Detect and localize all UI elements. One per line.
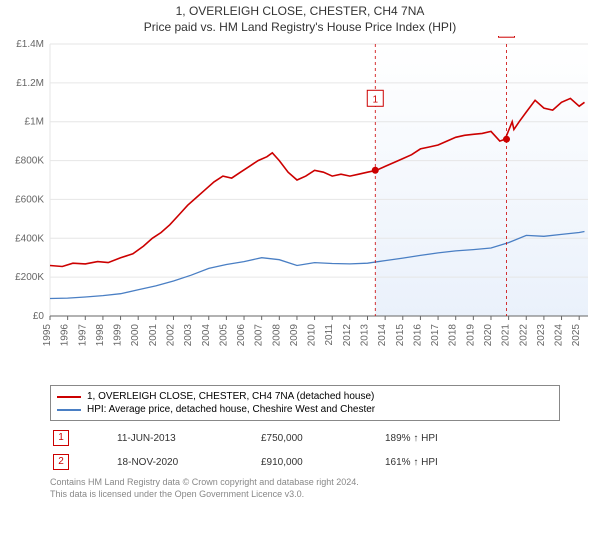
marker-date: 18-NOV-2020: [116, 451, 258, 473]
legend-swatch: [57, 396, 81, 398]
svg-text:2014: 2014: [377, 324, 388, 347]
marker-pct: 189% ↑ HPI: [384, 427, 506, 449]
svg-text:2002: 2002: [165, 324, 176, 347]
marker-date: 11-JUN-2013: [116, 427, 258, 449]
svg-text:2022: 2022: [518, 324, 529, 347]
legend-label: HPI: Average price, detached house, Ches…: [87, 404, 375, 415]
legend: 1, OVERLEIGH CLOSE, CHESTER, CH4 7NA (de…: [50, 385, 560, 421]
svg-text:2020: 2020: [483, 324, 494, 347]
svg-text:2001: 2001: [148, 324, 159, 347]
marker-number-box: 1: [53, 430, 69, 446]
svg-text:£0: £0: [33, 311, 45, 322]
svg-text:2017: 2017: [430, 324, 441, 347]
svg-text:2000: 2000: [130, 324, 141, 347]
title-address: 1, OVERLEIGH CLOSE, CHESTER, CH4 7NA: [0, 4, 600, 18]
svg-text:2023: 2023: [536, 324, 547, 347]
marker-price: £910,000: [260, 451, 382, 473]
svg-text:1997: 1997: [77, 324, 88, 347]
svg-text:£200K: £200K: [15, 272, 44, 283]
titles: 1, OVERLEIGH CLOSE, CHESTER, CH4 7NA Pri…: [0, 0, 600, 36]
svg-text:£600K: £600K: [15, 194, 44, 205]
svg-text:2004: 2004: [201, 324, 212, 347]
chart-container: 1, OVERLEIGH CLOSE, CHESTER, CH4 7NA Pri…: [0, 0, 600, 500]
title-subtitle: Price paid vs. HM Land Registry's House …: [0, 20, 600, 34]
svg-text:2010: 2010: [307, 324, 318, 347]
svg-text:£1M: £1M: [25, 117, 44, 128]
svg-text:2015: 2015: [395, 324, 406, 347]
svg-text:2019: 2019: [465, 324, 476, 347]
svg-text:2013: 2013: [360, 324, 371, 347]
legend-swatch: [57, 409, 81, 411]
svg-text:2016: 2016: [412, 324, 423, 347]
svg-text:£400K: £400K: [15, 233, 44, 244]
svg-text:2021: 2021: [501, 324, 512, 347]
svg-text:1998: 1998: [95, 324, 106, 347]
svg-text:2012: 2012: [342, 324, 353, 347]
legend-row: 1, OVERLEIGH CLOSE, CHESTER, CH4 7NA (de…: [57, 390, 553, 403]
svg-text:1995: 1995: [42, 324, 53, 347]
sale-markers-table: 1 11-JUN-2013£750,000189% ↑ HPI 2 18-NOV-20…: [50, 425, 508, 475]
legend-row: HPI: Average price, detached house, Ches…: [57, 403, 553, 416]
svg-text:£800K: £800K: [15, 156, 44, 167]
marker-row: 2 18-NOV-2020£910,000161% ↑ HPI: [52, 451, 506, 473]
svg-text:1996: 1996: [60, 324, 71, 347]
svg-text:£1.4M: £1.4M: [16, 39, 44, 50]
marker-number-cell: 1: [52, 427, 114, 449]
svg-text:2006: 2006: [236, 324, 247, 347]
marker-number-box: 2: [53, 454, 69, 470]
svg-text:1: 1: [372, 94, 378, 105]
footer-line2: This data is licensed under the Open Gov…: [50, 489, 560, 501]
svg-text:2008: 2008: [271, 324, 282, 347]
svg-text:2003: 2003: [183, 324, 194, 347]
marker-row: 1 11-JUN-2013£750,000189% ↑ HPI: [52, 427, 506, 449]
svg-text:2005: 2005: [218, 324, 229, 347]
svg-text:£1.2M: £1.2M: [16, 78, 44, 89]
footer-line1: Contains HM Land Registry data © Crown c…: [50, 477, 560, 489]
legend-label: 1, OVERLEIGH CLOSE, CHESTER, CH4 7NA (de…: [87, 391, 374, 402]
footer-attribution: Contains HM Land Registry data © Crown c…: [50, 477, 560, 500]
svg-text:1999: 1999: [113, 324, 124, 347]
svg-text:2025: 2025: [571, 324, 582, 347]
marker-pct: 161% ↑ HPI: [384, 451, 506, 473]
svg-text:2009: 2009: [289, 324, 300, 347]
marker-price: £750,000: [260, 427, 382, 449]
chart-svg: £0 £200K £400K £600K £800K £1M £1.2M £1.4M 1995 1…: [0, 36, 600, 376]
svg-text:2024: 2024: [554, 324, 565, 347]
marker-number-cell: 2: [52, 451, 114, 473]
chart-area: £0 £200K £400K £600K £800K £1M £1.2M £1.4M 1995 1…: [0, 36, 600, 381]
svg-text:2018: 2018: [448, 324, 459, 347]
svg-text:2011: 2011: [324, 324, 335, 346]
svg-text:2007: 2007: [254, 324, 265, 347]
